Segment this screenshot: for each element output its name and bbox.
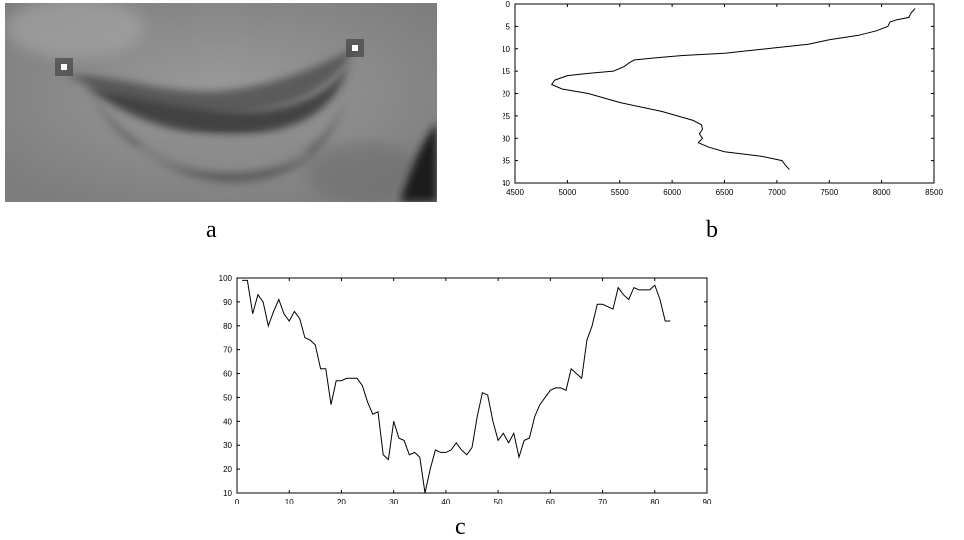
x-tick-label: 8500 xyxy=(925,188,943,197)
left-marker-point xyxy=(55,58,73,76)
mouth-image xyxy=(5,3,437,202)
caption-b: b xyxy=(706,217,718,243)
y-tick-label: 40 xyxy=(503,179,511,188)
x-tick-label: 8000 xyxy=(873,188,891,197)
y-tick-label: 5 xyxy=(506,22,511,31)
y-tick-label: 15 xyxy=(503,67,511,76)
caption-a: a xyxy=(206,217,217,243)
y-tick-label: 35 xyxy=(503,157,511,166)
plot-frame xyxy=(236,277,708,494)
y-tick-label: 25 xyxy=(503,112,511,121)
caption-c: c xyxy=(455,514,466,540)
x-tick-label: 40 xyxy=(441,498,450,504)
x-tick-label: 70 xyxy=(598,498,607,504)
y-tick-label: 50 xyxy=(223,393,232,402)
mouth-opening xyxy=(85,63,350,136)
x-tick-label: 6000 xyxy=(663,188,681,197)
x-tick-label: 60 xyxy=(546,498,555,504)
y-tick-label: 20 xyxy=(223,465,232,474)
y-tick-label: 0 xyxy=(506,0,511,9)
y-tick-label: 10 xyxy=(223,489,232,498)
x-tick-label: 20 xyxy=(337,498,346,504)
series-line xyxy=(242,279,671,494)
y-tick-label: 70 xyxy=(223,346,232,355)
y-tick-label: 60 xyxy=(223,370,232,379)
x-tick-label: 6500 xyxy=(716,188,734,197)
x-tick-label: 5000 xyxy=(558,188,576,197)
upper-lip-shadow xyxy=(65,48,355,114)
x-tick-label: 7000 xyxy=(768,188,786,197)
x-tick-label: 10 xyxy=(285,498,294,504)
x-tick-label: 50 xyxy=(494,498,503,504)
x-tick-label: 90 xyxy=(703,498,712,504)
right-marker-point xyxy=(346,39,364,57)
series-line xyxy=(550,8,916,170)
x-tick-label: 80 xyxy=(650,498,659,504)
x-tick-label: 7500 xyxy=(820,188,838,197)
y-tick-label: 100 xyxy=(219,274,233,283)
y-tick-label: 30 xyxy=(223,441,232,450)
x-tick-label: 4500 xyxy=(506,188,524,197)
y-tick-label: 10 xyxy=(503,45,511,54)
y-tick-label: 40 xyxy=(223,417,232,426)
x-tick-label: 5500 xyxy=(611,188,629,197)
x-tick-label: 30 xyxy=(389,498,398,504)
chart-b: 4500 5000 5500 6000 6500 7000 7500 8000 8500 0 5 10… xyxy=(503,0,943,197)
plot-frame xyxy=(514,3,935,184)
x-tick-label: 0 xyxy=(235,498,240,504)
y-tick-label: 30 xyxy=(503,134,511,143)
y-tick-label: 20 xyxy=(503,90,511,99)
y-tick-label: 80 xyxy=(223,322,232,331)
y-tick-label: 90 xyxy=(223,298,232,307)
